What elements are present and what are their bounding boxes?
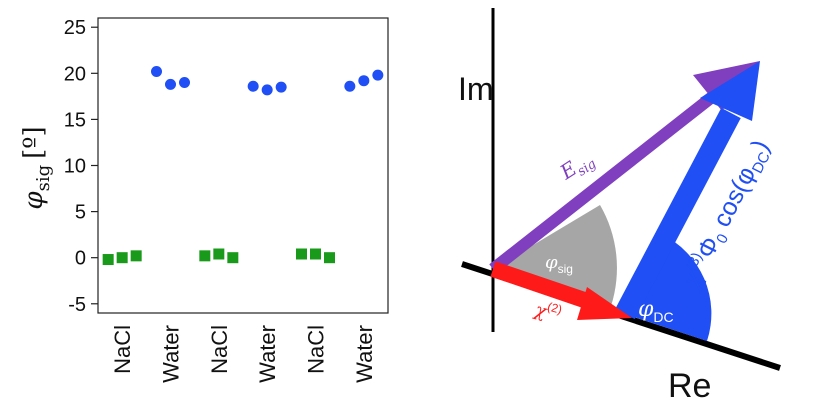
re-label: Re — [668, 367, 711, 405]
chi2-label: χ(2) — [531, 296, 564, 326]
phi-dc-label: φDC — [638, 297, 674, 325]
data-point-circle — [165, 78, 176, 90]
data-point-circle — [151, 65, 162, 77]
data-point-circle — [344, 80, 356, 92]
y-axis-title: φsig [º] — [19, 126, 54, 209]
y-tick-label: 20 — [64, 63, 86, 85]
data-point-square — [102, 254, 114, 266]
chi2-arrowhead — [577, 287, 632, 320]
data-point-circle — [275, 81, 287, 93]
im-label: Im — [458, 71, 494, 107]
y-tick-label: 15 — [64, 109, 86, 131]
data-point-circle — [247, 80, 259, 92]
phi-sig-label: φsig — [545, 252, 573, 276]
scatter-chart: 25 20 15 10 5 0 -5 NaCl Water NaCl Water NaCl Water… — [19, 17, 389, 383]
chi3-arrow-shaft — [615, 107, 741, 320]
x-axis-categories: NaCl Water NaCl Water NaCl Water — [110, 325, 377, 383]
data-point-circle — [372, 69, 384, 81]
vector-diagram: Im Re Esig φsig χ(2) φDC χ(3)Φ0 cos(φDC) — [458, 8, 781, 405]
e-sig-label: Esig — [555, 146, 599, 188]
y-axis-ticks: 25 20 15 10 5 0 -5 — [64, 17, 98, 316]
data-point-square — [213, 248, 225, 260]
data-point-square — [130, 250, 142, 262]
x-category-label: Water — [255, 325, 280, 383]
y-tick-label: 10 — [64, 156, 86, 178]
y-axis-title-symbol: φ — [19, 191, 49, 210]
chi3-label-superscript: (3) — [682, 250, 705, 274]
data-point-square — [310, 248, 321, 260]
y-axis-title-unit: [º] — [19, 126, 49, 159]
y-tick-label: -5 — [68, 294, 86, 316]
data-point-circle — [261, 84, 273, 96]
y-axis-title-subscript: sig — [33, 165, 54, 192]
chi3-label: χ(3)Φ0 cos(φDC) — [675, 135, 778, 296]
data-point-square — [116, 252, 128, 264]
data-point-circle — [179, 77, 190, 89]
x-category-label: Water — [159, 325, 184, 383]
x-category-label: NaCl — [304, 325, 329, 374]
data-point-square — [227, 252, 239, 264]
data-point-square — [199, 250, 211, 262]
x-category-label: NaCl — [207, 325, 232, 374]
chi2-label-superscript: (2) — [546, 299, 564, 316]
phi-dc-label-base: φ — [638, 297, 654, 322]
phi-sig-label-base: φ — [545, 252, 558, 273]
chi3-label-func: cos(φ — [704, 162, 761, 237]
x-category-label: Water — [352, 325, 377, 383]
data-point-square — [296, 248, 307, 260]
data-point-circle — [358, 75, 370, 87]
plot-frame — [97, 17, 389, 314]
y-tick-label: 25 — [64, 17, 86, 39]
phi-sig-wedge — [493, 205, 617, 306]
phi-sig-label-subscript: sig — [558, 262, 573, 276]
chi3-arrowhead — [700, 61, 760, 121]
phi-dc-wedge — [625, 234, 712, 341]
y-tick-label: 0 — [75, 248, 86, 270]
phi-dc-label-subscript: DC — [653, 309, 673, 325]
data-points — [102, 65, 384, 266]
y-tick-label: 5 — [75, 202, 86, 224]
data-point-square — [324, 252, 335, 264]
chi2-arrow-shaft — [490, 261, 596, 311]
e-sig-arrow-shaft — [489, 92, 716, 274]
x-category-label: NaCl — [110, 325, 135, 374]
